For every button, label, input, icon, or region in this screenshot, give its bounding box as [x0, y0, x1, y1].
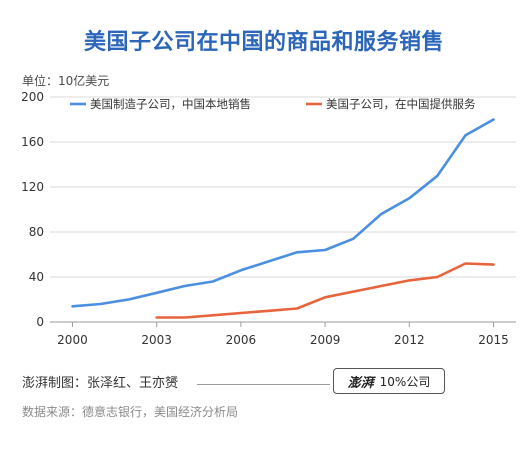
y-tick-label: 0: [36, 315, 44, 329]
source-text: 数据来源：德意志银行，美国经济分析局: [22, 405, 239, 419]
x-tick-label: 2003: [141, 333, 172, 347]
credit-text: 澎湃制图：张泽红、王亦赟: [22, 376, 179, 391]
series-line-1: [71, 118, 495, 308]
x-tick-label: 2015: [478, 333, 509, 347]
chart-title: 美国子公司在中国的商品和服务销售: [83, 30, 444, 55]
series-line-2: [155, 262, 495, 319]
y-tick-label: 160: [21, 135, 44, 149]
brand-stamp: 澎湃 10%公司: [333, 368, 445, 394]
unit-label: 单位：10亿美元: [22, 74, 110, 88]
x-tick-label: 2009: [310, 333, 341, 347]
legend-label-1: 美国制造子公司，中国本地销售: [90, 97, 251, 111]
x-tick-label: 2006: [226, 333, 257, 347]
brand-logo: 澎湃: [347, 375, 374, 391]
y-tick-label: 40: [29, 270, 44, 284]
y-tick-label: 80: [29, 225, 44, 239]
brand-stamp-text: 10%公司: [379, 374, 431, 389]
y-tick-label: 200: [21, 90, 44, 104]
footer-divider: [197, 384, 330, 385]
x-tick-label: 2012: [394, 333, 425, 347]
legend-label-2: 美国子公司，在中国提供服务: [326, 97, 476, 111]
x-tick-label: 2000: [57, 333, 88, 347]
y-tick-label: 120: [21, 180, 44, 194]
